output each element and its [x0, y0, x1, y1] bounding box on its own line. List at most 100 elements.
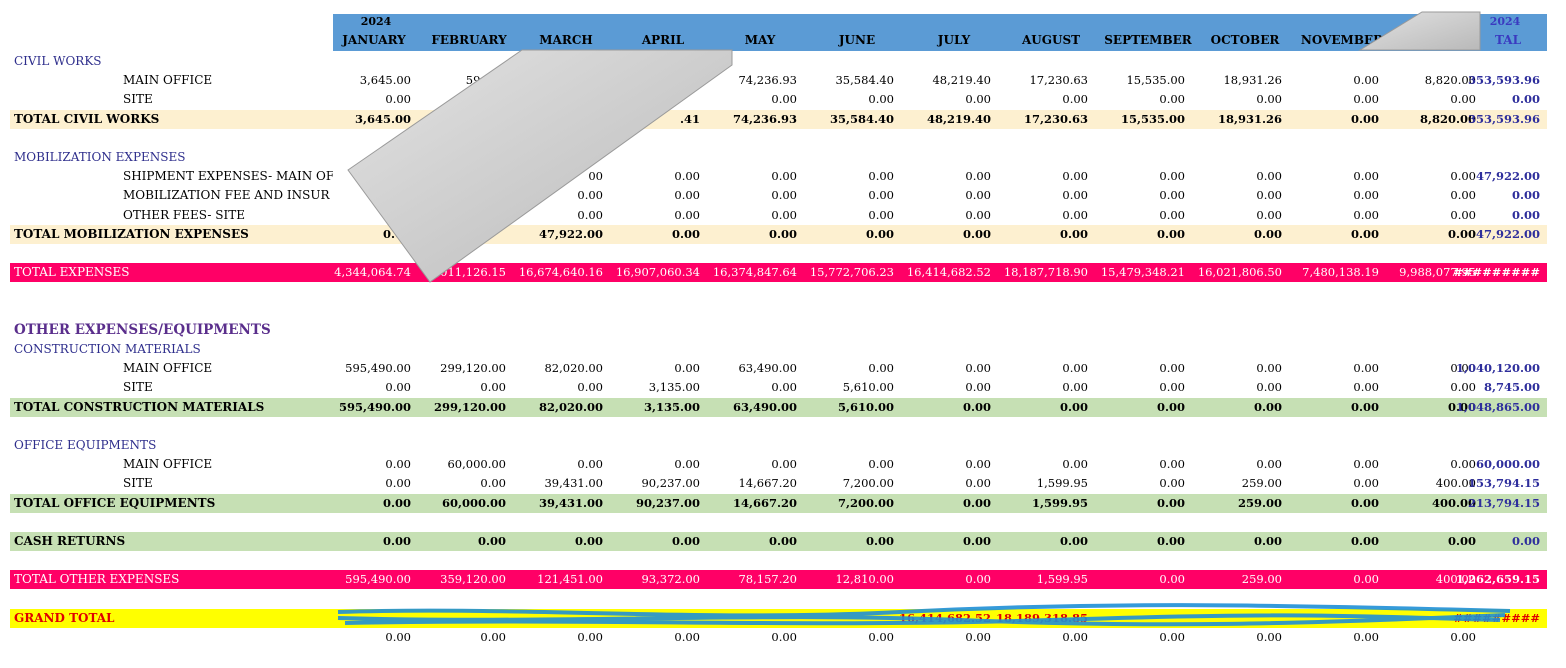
cell-value: 0.00	[1447, 226, 1476, 241]
row-label: CONSTRUCTION MATERIALS	[14, 342, 201, 356]
cell-value: 0.00	[965, 188, 991, 203]
cell-value: 16,907,060.34	[615, 265, 700, 280]
row-total: 0.00	[1511, 534, 1540, 548]
cell-value: 74,236.93	[738, 73, 797, 88]
cell-value: 0.00	[674, 457, 700, 472]
cell-value: 0.00	[965, 457, 991, 472]
cell-value: 0.00	[1062, 630, 1088, 644]
row-label: SITE	[123, 380, 153, 395]
header-band	[333, 14, 1547, 51]
cell-value: 8,820.00	[1424, 73, 1476, 88]
row-label: TOTAL OFFICE EQUIPMENTS	[14, 495, 216, 510]
sheet-row: MOBILIZATION FEE AND INSUR 0.00 0.00 0.00 0.…	[0, 186, 1566, 205]
cell-value: 17,230.63	[1029, 73, 1088, 88]
cell-value: 0.00	[382, 534, 411, 548]
cell-value: 47,922.00	[538, 226, 603, 241]
cell-value: 0.00	[480, 630, 506, 644]
cell-value: 259.00	[1241, 476, 1282, 491]
cell-value: 0.00	[1450, 630, 1476, 644]
sheet-row	[0, 590, 1566, 609]
cell-value: 259.00	[1241, 572, 1282, 587]
cell-value: 0.00	[674, 361, 700, 376]
row-total: 1,048,865.00	[1455, 399, 1540, 414]
sheet-row: OTHER EXPENSES/EQUIPMENTS	[0, 321, 1566, 340]
cell-value: 0.00	[1450, 457, 1476, 472]
cell-value: 0.00	[965, 361, 991, 376]
cell-value: 1,599.95	[1036, 572, 1088, 587]
row-total: 353,593.96	[1467, 111, 1540, 126]
month-header-cell: SEPTEMBER	[1104, 33, 1192, 47]
cell-value: 0.00	[962, 534, 991, 548]
sheet-row: CONSTRUCTION MATERIALS	[0, 340, 1566, 359]
cell-value: 0.00	[1159, 457, 1185, 472]
sheet-row: TOTAL OFFICE EQUIPMENTS 0.00 60,000.00 39,4…	[0, 493, 1566, 513]
month-header-cell: JUNE	[838, 33, 876, 47]
cell-value: 0.00	[385, 476, 411, 491]
row-label: TOTAL MOBILIZATION EXPENSES	[14, 226, 249, 241]
cell-value: 0.00	[1256, 169, 1282, 184]
cell-value: 0.00	[480, 380, 506, 395]
cell-value: 595,490.00	[345, 361, 411, 376]
sheet-row	[0, 302, 1566, 321]
cell-value: 0.00	[868, 207, 894, 222]
cell-value: 0.00	[385, 380, 411, 395]
cell-value: 0.00	[1062, 361, 1088, 376]
cell-value: 0.00	[962, 226, 991, 241]
sheet-row: MOBILIZATION EXPENSES	[0, 148, 1566, 167]
cell-value: 0.00	[382, 226, 411, 241]
cell-value: .41	[679, 111, 700, 126]
cell-value: 0.00	[1256, 92, 1282, 107]
cell-value: 0.00	[1353, 361, 1379, 376]
month-header-cell: AUGUST	[1021, 33, 1081, 47]
cell-value: 0.00	[674, 207, 700, 222]
cell-value: 400.00	[1431, 495, 1476, 510]
cell-value: 0.00	[385, 457, 411, 472]
cell-value: 48,219.40	[926, 111, 991, 126]
month-header-cell: JANUARY	[342, 33, 406, 47]
header-total-label: TAL	[1494, 33, 1522, 47]
cell-value: 400.00	[1435, 572, 1476, 587]
sheet-row: OTHER FEES- SITE 0.0 0.00 0.00 0.00 0.00 0.00 0…	[0, 206, 1566, 225]
sheet-row: SITE 0.00 0.00 39,431.00 90,237.00 14,667.20 7…	[0, 474, 1566, 493]
cell-value: 0.00	[1256, 380, 1282, 395]
cell-value: 0.00	[771, 92, 797, 107]
cell-value: 0.00	[1353, 457, 1379, 472]
cell-value: 0.00	[868, 361, 894, 376]
cell-value: 8,820.00	[1419, 111, 1476, 126]
cell-value: 0.00	[1062, 188, 1088, 203]
sheet-row: TOTAL CONSTRUCTION MATERIALS 595,490.00 29…	[0, 397, 1566, 417]
row-label: SHIPMENT EXPENSES- MAIN OF	[123, 169, 333, 184]
cell-value: 0.00	[962, 495, 991, 510]
cell-value: 82,020.00	[538, 399, 603, 414]
row-total: #########	[1453, 265, 1540, 280]
cell-value: 0.00	[1353, 207, 1379, 222]
cell-value: 5,610.00	[842, 380, 894, 395]
cell-value: 0.00	[674, 169, 700, 184]
cell-value: 0.00	[1353, 630, 1379, 644]
cell-value: 12,810.00	[835, 572, 894, 587]
cell-value: 0.00	[868, 188, 894, 203]
cell-value: 0.00	[1062, 457, 1088, 472]
cell-value: 0.00	[771, 457, 797, 472]
cell-value: 0.00	[1256, 207, 1282, 222]
row-label: OFFICE EQUIPMENTS	[14, 438, 157, 452]
cell-value: 299,120.00	[440, 361, 506, 376]
cell-value: 0.00	[1450, 361, 1476, 376]
cell-value: 60,000.00	[447, 457, 506, 472]
cell-value: 3,645.00	[354, 111, 411, 126]
row-label: GRAND TOTAL	[14, 610, 115, 625]
row-band	[10, 532, 1547, 551]
cell-value: 7,480,138.19	[1302, 265, 1379, 280]
row-total: 353,593.96	[1467, 73, 1540, 88]
cell-value: 0.00	[477, 534, 506, 548]
cell-value: 3,135.00	[648, 380, 700, 395]
month-header-cell: OCTOBER	[1210, 33, 1280, 47]
row-label: MOBILIZATION FEE AND INSUR	[123, 188, 330, 203]
cell-value: 0.00	[382, 495, 411, 510]
cell-value: 15,772,706.23	[809, 265, 894, 280]
cell-value: 00	[588, 169, 603, 184]
cell-value: 16,414,682.52	[906, 265, 991, 280]
month-header-cell: MAY	[744, 33, 776, 47]
row-label: CIVIL WORKS	[14, 54, 102, 68]
